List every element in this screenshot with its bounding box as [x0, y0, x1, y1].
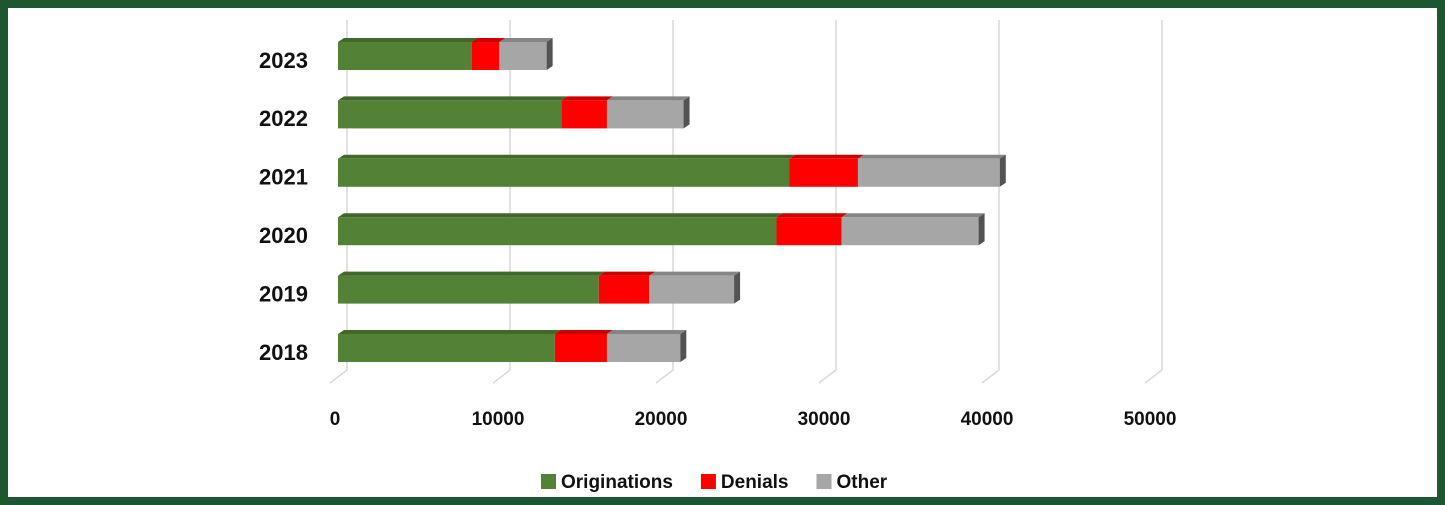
bar-segment [841, 213, 985, 246]
bar-face [649, 271, 741, 276]
grid-line [492, 20, 511, 384]
bar-face [606, 334, 681, 362]
grid-line [1144, 20, 1163, 384]
bar-face [734, 271, 741, 304]
bar-face [598, 275, 650, 304]
bar-face [841, 213, 985, 218]
bar-segment [561, 96, 613, 129]
bar-segment [338, 96, 568, 129]
bar-face [338, 100, 562, 129]
bar-segment [499, 38, 553, 70]
bar-face [857, 158, 1000, 187]
legend-swatch [541, 474, 556, 489]
legend-label: Other [837, 472, 888, 493]
bar-face [471, 42, 500, 70]
bar-face [499, 42, 547, 70]
bar-face [606, 100, 684, 129]
bar-face [841, 217, 979, 246]
bar-segment [776, 213, 848, 246]
bar-face [471, 38, 506, 42]
grid-line [655, 20, 674, 384]
legend-label: Originations [561, 472, 673, 493]
x-tick-label: 30000 [798, 409, 851, 430]
bar-segment [471, 38, 506, 70]
x-tick-label: 40000 [961, 409, 1014, 430]
bar-segment [338, 154, 796, 187]
bar-face [499, 38, 553, 42]
bar-face [683, 96, 690, 129]
bar-face [680, 330, 687, 362]
x-tick-label: 20000 [635, 409, 688, 430]
bar-face [338, 217, 777, 246]
legend-swatch [700, 474, 716, 489]
bar-face [561, 100, 607, 129]
bar-segment [649, 271, 741, 304]
y-tick-label: 2022 [259, 106, 308, 131]
grid-line [981, 20, 1000, 384]
bar-face [338, 42, 472, 70]
legend-swatch [816, 474, 832, 489]
bar-segment [554, 330, 613, 362]
y-tick-label: 2020 [259, 223, 308, 248]
bar-face [338, 330, 561, 334]
bar-face [338, 334, 555, 362]
bar-face [978, 213, 985, 246]
bar-face [338, 275, 599, 304]
grid-line [329, 20, 348, 384]
bar-segment [338, 330, 561, 362]
legend-label: Denials [721, 472, 789, 493]
bar-face [649, 275, 735, 304]
bar-face [338, 271, 605, 276]
bar-face [554, 334, 607, 362]
bar-face [338, 38, 478, 42]
bar-face [606, 96, 690, 101]
bar-face [606, 330, 687, 334]
bar-face [546, 38, 553, 70]
y-tick-label: 2021 [259, 165, 308, 190]
bar-face [789, 154, 864, 159]
bar-face [338, 154, 796, 159]
bar-face [789, 158, 858, 187]
x-tick-label: 50000 [1124, 409, 1177, 430]
bar-segment [857, 154, 1006, 187]
bar-face [554, 330, 613, 334]
y-tick-label: 2019 [259, 281, 308, 306]
bar-segment [338, 271, 605, 304]
bar-face [338, 96, 568, 101]
bar-face [598, 271, 656, 276]
bar-face [776, 213, 848, 218]
bar-face [857, 154, 1006, 159]
y-tick-label: 2023 [259, 48, 308, 73]
x-tick-label: 0 [330, 409, 341, 430]
bar-face [999, 154, 1006, 187]
bar-face [338, 158, 790, 187]
bar-face [338, 213, 783, 218]
bar-segment [338, 213, 783, 246]
bar-segment [789, 154, 864, 187]
bar-segment [338, 38, 478, 70]
bar-segment [598, 271, 656, 304]
bar-segment [606, 330, 687, 362]
bar-face [561, 96, 613, 101]
grid-line [818, 20, 837, 384]
y-tick-label: 2018 [259, 340, 308, 365]
bar-segment [606, 96, 690, 129]
x-tick-label: 10000 [472, 409, 525, 430]
bar-face [776, 217, 842, 246]
